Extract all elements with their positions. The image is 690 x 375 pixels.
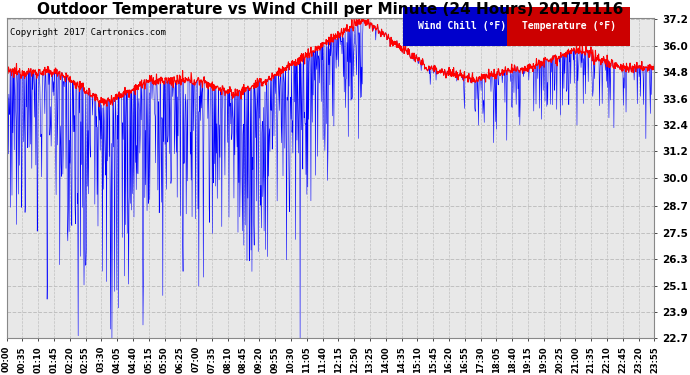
Text: Copyright 2017 Cartronics.com: Copyright 2017 Cartronics.com xyxy=(10,28,166,37)
Text: Temperature (°F): Temperature (°F) xyxy=(522,21,615,32)
Text: Wind Chill (°F): Wind Chill (°F) xyxy=(418,21,506,32)
Title: Outdoor Temperature vs Wind Chill per Minute (24 Hours) 20171116: Outdoor Temperature vs Wind Chill per Mi… xyxy=(37,2,624,17)
